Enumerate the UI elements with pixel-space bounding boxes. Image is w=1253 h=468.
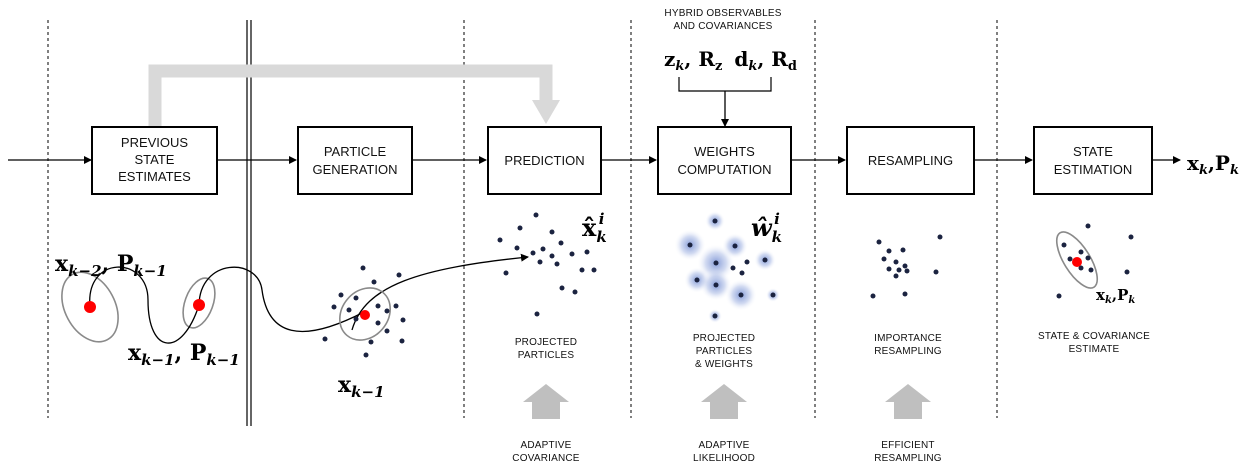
svg-text:STATE: STATE <box>135 152 175 167</box>
label-x-k-1: xk−1 <box>338 372 385 401</box>
projected-particles <box>497 212 597 317</box>
label-adaptive-likelihood-line1: ADAPTIVE <box>698 440 749 451</box>
block-particle-generation: PARTICLE GENERATION <box>297 126 413 195</box>
up-arrow <box>885 384 931 419</box>
caption-projected-weights-line1: PROJECTED <box>693 333 755 344</box>
label-x-k-2-P-k-1: xk−2, Pk−1 <box>55 251 167 280</box>
particle-generation-cloud <box>322 265 406 358</box>
state-estimate <box>1055 223 1134 299</box>
up-arrow <box>701 384 747 419</box>
label-w-hat-k-i: ŵki <box>751 210 782 246</box>
block-previous-state-estimates: PREVIOUS STATE ESTIMATES <box>91 126 218 195</box>
label-x-hat-k-i: x̂ki <box>582 210 607 246</box>
svg-text:PREVIOUS: PREVIOUS <box>121 135 189 150</box>
hybrid-header-line1: HYBRID OBSERVABLES <box>664 8 781 19</box>
svg-text:PREDICTION: PREDICTION <box>504 153 584 168</box>
block-resampling: RESAMPLING <box>846 126 975 195</box>
label-x-k-1-P-k-1: xk−1, Pk−1 <box>128 340 240 369</box>
caption-state-cov-line1: STATE & COVARIANCE <box>1038 331 1150 342</box>
svg-text:STATE: STATE <box>1073 144 1113 159</box>
state-point <box>193 299 205 311</box>
block-weights-computation: WEIGHTS COMPUTATION <box>657 126 792 195</box>
block-state-estimation: STATE ESTIMATION <box>1033 126 1153 195</box>
caption-projected-weights-line2: PARTICLES <box>696 346 753 357</box>
covariance-ellipse <box>61 271 119 343</box>
covariance-ellipse <box>339 287 391 341</box>
covariance-ellipse <box>1055 231 1099 289</box>
svg-text:ESTIMATION: ESTIMATION <box>1054 162 1132 177</box>
weighted-particles <box>674 211 780 323</box>
caption-importance-line2: RESAMPLING <box>874 346 942 357</box>
svg-text:WEIGHTS: WEIGHTS <box>694 144 755 159</box>
caption-projected-particles-line2: PARTICLES <box>518 350 575 361</box>
feedback-arrow <box>148 64 560 127</box>
observables-bracket <box>678 77 772 127</box>
block-prediction: PREDICTION <box>487 126 602 195</box>
label-adaptive-covariance-line2: COVARIANCE <box>512 453 580 464</box>
label-efficient-resampling-line2: RESAMPLING <box>874 453 942 464</box>
caption-projected-weights-line3: & WEIGHTS <box>695 359 753 370</box>
label-adaptive-likelihood-line2: LIKELIHOOD <box>693 453 755 464</box>
observables-math: zk, Rz dk, Rd <box>664 47 797 74</box>
label-x-k-P-k: xk,Pk <box>1096 286 1135 306</box>
state-point <box>84 301 96 313</box>
label-adaptive-covariance-line1: ADAPTIVE <box>520 440 571 451</box>
svg-text:RESAMPLING: RESAMPLING <box>868 153 953 168</box>
previous-trajectory <box>61 253 529 344</box>
svg-text:PARTICLE: PARTICLE <box>324 144 387 159</box>
caption-projected-particles-line1: PROJECTED <box>515 337 577 348</box>
output-label: xk,Pk <box>1187 151 1239 178</box>
caption-state-cov-line2: ESTIMATE <box>1069 344 1120 355</box>
resampled-particles <box>870 234 943 299</box>
svg-text:COMPUTATION: COMPUTATION <box>677 162 771 177</box>
label-efficient-resampling-line1: EFFICIENT <box>881 440 934 451</box>
caption-importance-line1: IMPORTANCE <box>874 333 942 344</box>
svg-text:ESTIMATES: ESTIMATES <box>118 169 191 184</box>
svg-text:GENERATION: GENERATION <box>313 162 398 177</box>
up-arrow <box>523 384 569 419</box>
hybrid-header-line2: AND COVARIANCES <box>674 21 773 32</box>
